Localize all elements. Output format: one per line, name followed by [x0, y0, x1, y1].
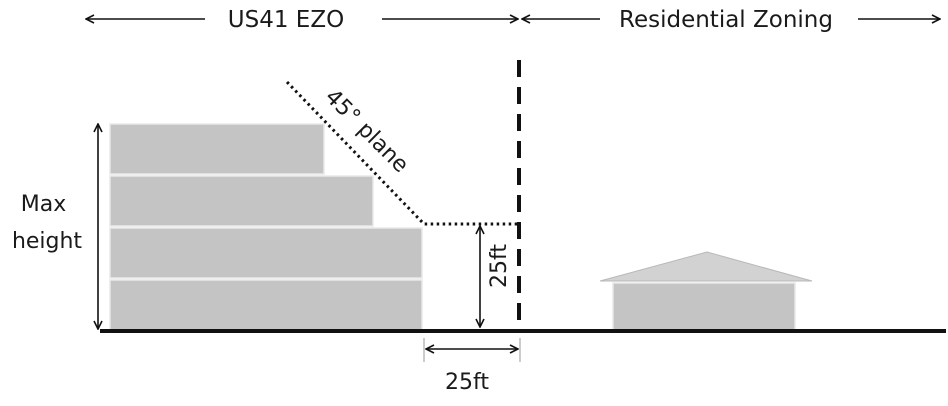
- building-tier-2: [109, 227, 423, 279]
- stepped-building: [109, 123, 423, 331]
- ezo-zone-label: US41 EZO: [228, 7, 344, 33]
- building-tier-1: [109, 279, 423, 331]
- building-tier-3: [109, 175, 374, 227]
- house-body: [612, 282, 796, 331]
- house-roof: [599, 251, 813, 282]
- residential-house: [599, 251, 813, 331]
- building-tier-4: [109, 123, 325, 175]
- horizontal-setback-label: 25ft: [445, 370, 489, 395]
- max-height-label: Max height: [12, 192, 82, 254]
- max-height-line-1: Max: [21, 192, 66, 217]
- residential-zone-label: Residential Zoning: [619, 7, 833, 33]
- max-height-line-2: height: [12, 229, 82, 254]
- vertical-setback-label: 25ft: [487, 244, 512, 288]
- setback-plane-line: [285, 80, 518, 226]
